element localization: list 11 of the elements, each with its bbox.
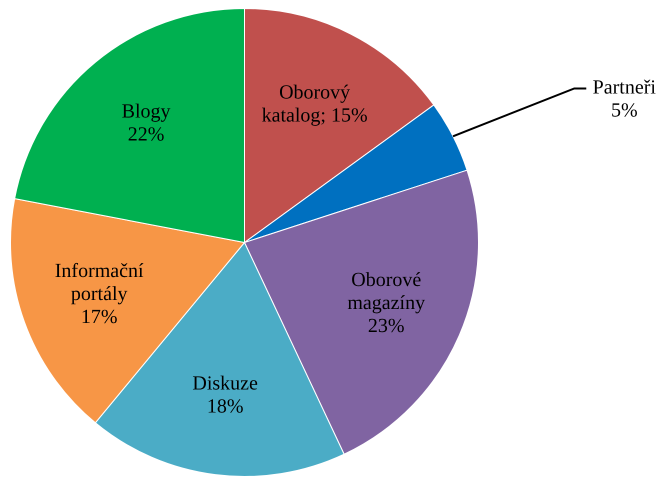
- slice-label: Blogy: [122, 100, 171, 122]
- data-label: 17%: [80, 306, 118, 328]
- slice-label: Informační portály: [54, 260, 144, 306]
- slice-label: Partneři: [592, 76, 656, 99]
- data-label: 18%: [206, 395, 244, 418]
- data-label: 22%: [128, 123, 164, 146]
- data-label: 5%: [610, 100, 638, 122]
- slice-label: Oborový katalog; 15%: [262, 82, 368, 127]
- data-label: 23%: [368, 315, 405, 338]
- slice-label: Diskuze: [192, 372, 258, 394]
- slice-label: Oborové magazíny: [347, 269, 426, 314]
